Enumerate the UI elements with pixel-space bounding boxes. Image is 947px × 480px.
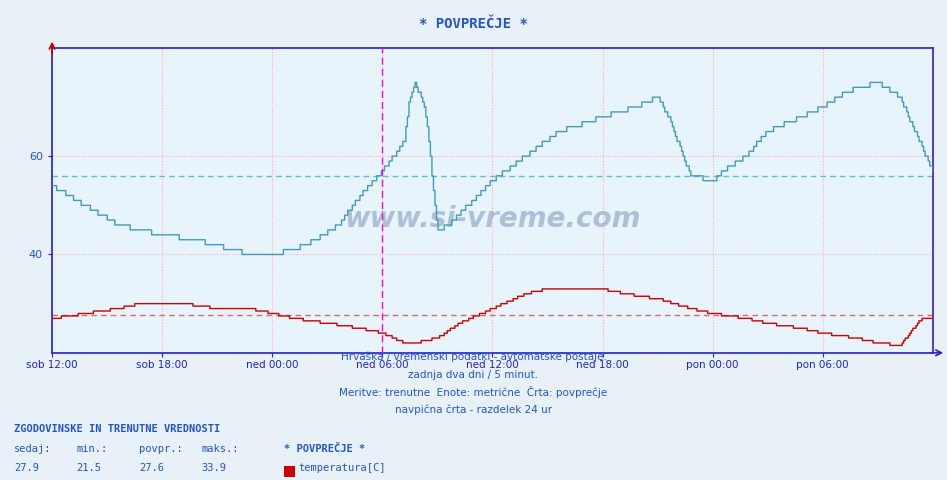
Text: Hrvaška / vremenski podatki - avtomatske postaje.: Hrvaška / vremenski podatki - avtomatske…: [341, 351, 606, 362]
Text: * POVPREČJE *: * POVPREČJE *: [420, 17, 527, 31]
Text: navpična črta - razdelek 24 ur: navpična črta - razdelek 24 ur: [395, 405, 552, 415]
Text: 21.5: 21.5: [77, 463, 101, 473]
Text: min.:: min.:: [77, 444, 108, 454]
Text: * POVPREČJE *: * POVPREČJE *: [284, 444, 366, 454]
Text: www.si-vreme.com: www.si-vreme.com: [344, 204, 641, 233]
Text: povpr.:: povpr.:: [139, 444, 183, 454]
Text: 33.9: 33.9: [202, 463, 226, 473]
Text: 27.9: 27.9: [14, 463, 39, 473]
Text: sedaj:: sedaj:: [14, 444, 52, 454]
Text: maks.:: maks.:: [202, 444, 240, 454]
Text: Meritve: trenutne  Enote: metrične  Črta: povprečje: Meritve: trenutne Enote: metrične Črta: …: [339, 385, 608, 397]
Text: temperatura[C]: temperatura[C]: [298, 463, 385, 473]
Text: zadnja dva dni / 5 minut.: zadnja dva dni / 5 minut.: [408, 370, 539, 380]
Text: ZGODOVINSKE IN TRENUTNE VREDNOSTI: ZGODOVINSKE IN TRENUTNE VREDNOSTI: [14, 424, 221, 434]
Text: 27.6: 27.6: [139, 463, 164, 473]
